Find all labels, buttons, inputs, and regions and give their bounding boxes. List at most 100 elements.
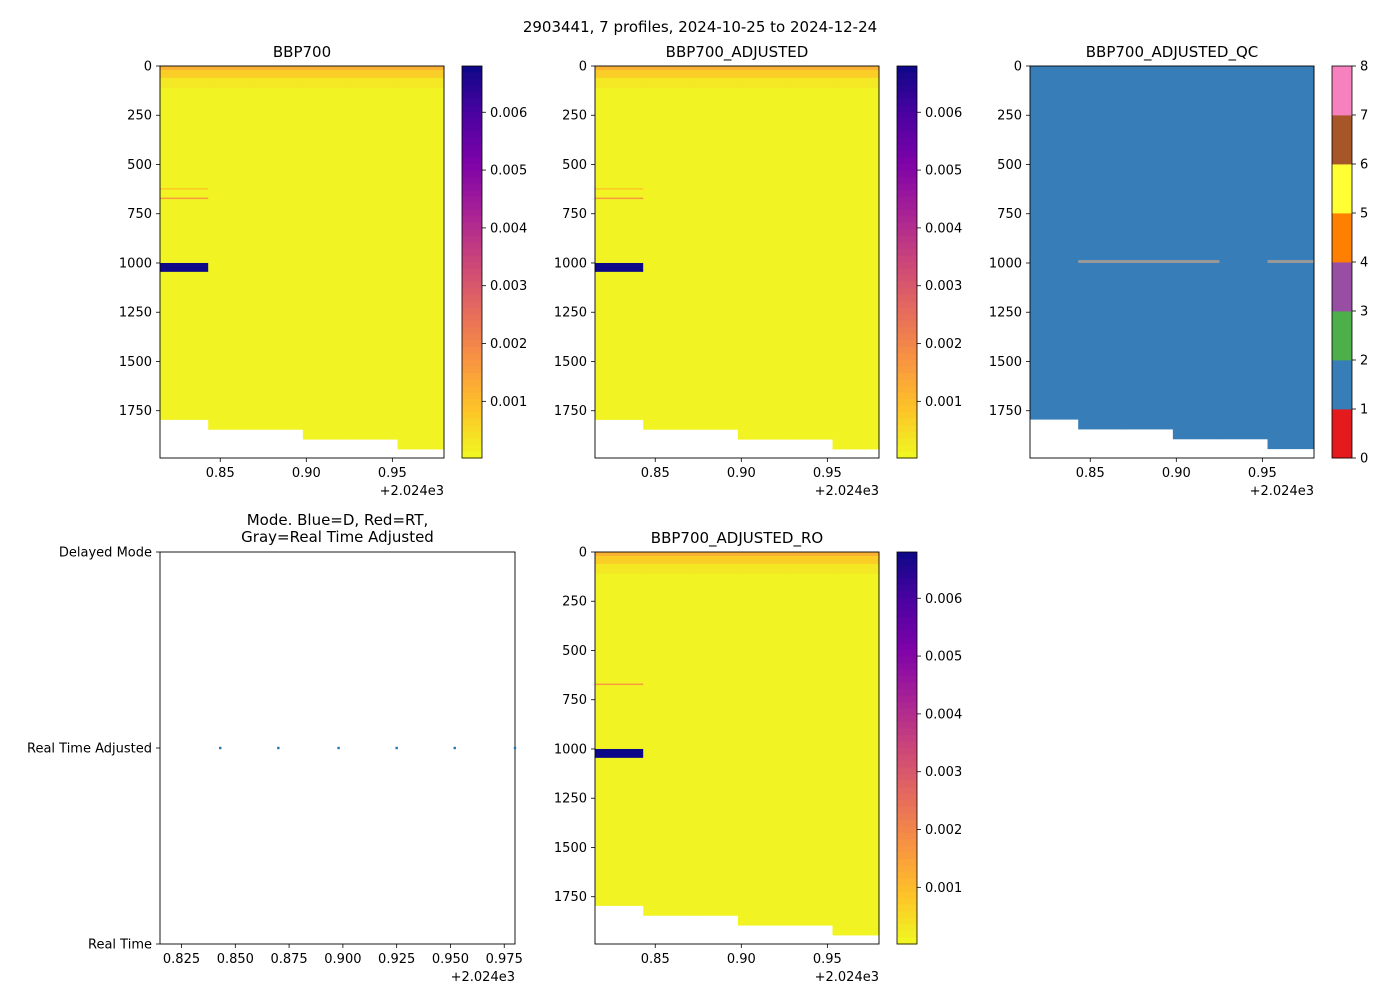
bbp700_adjusted-colorbar-segment bbox=[897, 170, 917, 178]
bbp700_adjusted_ro-profile-cell bbox=[689, 555, 739, 565]
bbp700-colorbar-segment bbox=[462, 366, 482, 374]
bbp700_adjusted_ro-colorbar-segment bbox=[897, 695, 917, 703]
bbp700_adjusted-colorbar-segment bbox=[897, 379, 917, 387]
bbp700_adjusted_ro-colorbar-segment bbox=[897, 604, 917, 612]
bbp700_adjusted-colorbar-segment bbox=[897, 360, 917, 368]
bbp700_adjusted_ro-colorbar-segment bbox=[897, 584, 917, 592]
bbp700_adjusted_qc-colorbar-tick-label: 8 bbox=[1360, 60, 1368, 75]
bbp700_adjusted_ro-colorbar-segment bbox=[897, 904, 917, 912]
bbp700_adjusted_ro-anomaly-cell bbox=[595, 748, 644, 758]
bbp700_adjusted_qc-ytick-label: 0 bbox=[1014, 60, 1022, 75]
bbp700_adjusted_ro-profile-cell bbox=[689, 563, 739, 574]
bbp700_adjusted-profile-cell bbox=[643, 69, 691, 79]
bbp700-profile-cell bbox=[349, 77, 399, 88]
bbp700-xtick-label: 0.85 bbox=[206, 466, 235, 481]
bbp700_adjusted-profile-cell bbox=[784, 77, 834, 88]
bbp700_adjusted_qc-ytick-label: 1750 bbox=[989, 404, 1022, 419]
bbp700_adjusted-profile-cell bbox=[784, 69, 834, 79]
bbp700_adjusted-colorbar-segment bbox=[897, 444, 917, 453]
bbp700-colorbar-segment bbox=[462, 177, 482, 185]
bbp700-profile-cell bbox=[254, 66, 304, 71]
mode-panel: Mode. Blue=D, Red=RT,Gray=Real Time Adju… bbox=[27, 511, 523, 985]
bbp700_adjusted_ro-colorbar-segment bbox=[897, 839, 917, 847]
mode-title-line: Gray=Real Time Adjusted bbox=[241, 528, 434, 546]
bbp700_adjusted_ro-profile-cell bbox=[737, 555, 785, 565]
bbp700_adjusted_ro-profile-cell bbox=[643, 552, 691, 557]
bbp700_adjusted-colorbar-tick-label: 0.004 bbox=[925, 221, 962, 236]
bbp700-colorbar-segment bbox=[462, 203, 482, 211]
bbp700-colorbar-segment bbox=[462, 444, 482, 453]
bbp700-anomaly-cell bbox=[160, 262, 209, 272]
figure-title: 2903441, 7 profiles, 2024-10-25 to 2024-… bbox=[523, 18, 877, 36]
bbp700_adjusted_qc-ytick-label: 1000 bbox=[989, 256, 1022, 271]
bbp700_adjusted_ro-profile-cell bbox=[832, 552, 880, 557]
bbp700_adjusted_qc-colorbar-tick-label: 1 bbox=[1360, 403, 1368, 418]
bbp700-colorbar-segment bbox=[462, 327, 482, 335]
bbp700-profile-cell bbox=[208, 87, 256, 430]
bbp700_adjusted_qc-flag-mark bbox=[1267, 260, 1314, 263]
bbp700_adjusted_qc-ytick-label: 1500 bbox=[989, 355, 1022, 370]
bbp700_adjusted-profile-cell bbox=[643, 77, 691, 88]
bbp700-colorbar-segment bbox=[462, 150, 482, 159]
bbp700_adjusted-anomaly-cell bbox=[595, 197, 644, 200]
bbp700_adjusted_ro-panel: BBP700_ADJUSTED_RO 0.85 0.90 0.95 +2.024e3 0 2… bbox=[554, 529, 962, 985]
bbp700_adjusted_ro-profile-cell bbox=[737, 573, 785, 926]
bbp700-colorbar-segment bbox=[462, 111, 482, 119]
bbp700_adjusted-colorbar-segment bbox=[897, 288, 917, 296]
bbp700-colorbar-segment bbox=[462, 392, 482, 400]
bbp700_adjusted-colorbar-segment bbox=[897, 209, 917, 217]
bbp700_adjusted_ro-profile-cell bbox=[784, 573, 834, 926]
bbp700_adjusted-profile-cell bbox=[689, 66, 739, 71]
bbp700_adjusted_ro-ytick-label: 1250 bbox=[554, 792, 587, 807]
bbp700_adjusted_qc-xtick-label: 0.90 bbox=[1162, 466, 1191, 481]
bbp700_adjusted_qc-colorbar-segment bbox=[1332, 360, 1352, 410]
bbp700_adjusted_ro-colorbar-segment bbox=[897, 623, 917, 631]
bbp700_adjusted_ro-colorbar-segment bbox=[897, 878, 917, 886]
bbp700_adjusted_ro-colorbar-segment bbox=[897, 761, 917, 769]
mode-xtick-label: 0.950 bbox=[432, 952, 469, 967]
bbp700-colorbar-segment bbox=[462, 307, 482, 315]
bbp700_adjusted_ro-profile-cell bbox=[595, 573, 644, 906]
bbp700_adjusted_ro-xtick-label: 0.85 bbox=[641, 952, 670, 967]
bbp700-profile-cell bbox=[160, 66, 209, 71]
bbp700_adjusted-colorbar-segment bbox=[897, 405, 917, 413]
bbp700_adjusted_qc-xtick-label: 0.85 bbox=[1076, 466, 1105, 481]
bbp700_adjusted_ro-colorbar-segment bbox=[897, 930, 917, 939]
bbp700_adjusted_ro-colorbar-segment bbox=[897, 636, 917, 645]
bbp700_adjusted-colorbar-tick-label: 0.003 bbox=[925, 279, 962, 294]
bbp700-colorbar-segment bbox=[462, 405, 482, 413]
bbp700_adjusted_qc-profile-column bbox=[1219, 66, 1269, 440]
bbp700_adjusted-colorbar-segment bbox=[897, 157, 917, 165]
bbp700_adjusted-colorbar-segment bbox=[897, 268, 917, 276]
bbp700-profile-cell bbox=[160, 87, 209, 420]
bbp700-ytick-label: 1000 bbox=[119, 256, 152, 271]
bbp700_adjusted-colorbar-segment bbox=[897, 118, 917, 126]
bbp700_adjusted_ro-colorbar-tick-label: 0.001 bbox=[925, 881, 962, 896]
bbp700_adjusted_ro-ytick-label: 1000 bbox=[554, 742, 587, 757]
bbp700_adjusted_ro-ytick-label: 0 bbox=[579, 546, 587, 561]
bbp700_adjusted_ro-colorbar-segment bbox=[897, 832, 917, 841]
bbp700-colorbar-segment bbox=[462, 275, 482, 283]
bbp700_adjusted_ro-colorbar-segment bbox=[897, 865, 917, 873]
bbp700_adjusted_qc-ytick-label: 750 bbox=[997, 207, 1022, 222]
bbp700_adjusted-xtick-label: 0.90 bbox=[727, 466, 756, 481]
bbp700-colorbar-segment bbox=[462, 451, 482, 459]
bbp700_adjusted_qc-profile-column bbox=[1124, 66, 1174, 430]
bbp700_adjusted_ro-ytick-label: 500 bbox=[562, 644, 587, 659]
bbp700_adjusted-profile-cell bbox=[595, 87, 644, 420]
bbp700_adjusted_ro-colorbar-segment bbox=[897, 565, 917, 573]
bbp700-profile-cell bbox=[302, 77, 350, 88]
bbp700_adjusted-x-offset-label: +2.024e3 bbox=[815, 484, 879, 499]
bbp700_adjusted_qc-ytick-label: 250 bbox=[997, 109, 1022, 124]
bbp700-colorbar-segment bbox=[462, 92, 482, 100]
bbp700-colorbar-segment bbox=[462, 229, 482, 237]
bbp700_adjusted_ro-colorbar-segment bbox=[897, 885, 917, 893]
bbp700-colorbar-segment bbox=[462, 222, 482, 230]
bbp700_adjusted-ytick-label: 1500 bbox=[554, 355, 587, 370]
bbp700_adjusted-profile-cell bbox=[832, 69, 880, 79]
bbp700-colorbar-segment bbox=[462, 170, 482, 178]
bbp700_adjusted_ro-profile-cell bbox=[832, 555, 880, 565]
bbp700_adjusted_ro-colorbar-segment bbox=[897, 610, 917, 618]
bbp700_adjusted_ro-colorbar-tick-label: 0.002 bbox=[925, 823, 962, 838]
bbp700_adjusted-colorbar-segment bbox=[897, 183, 917, 191]
